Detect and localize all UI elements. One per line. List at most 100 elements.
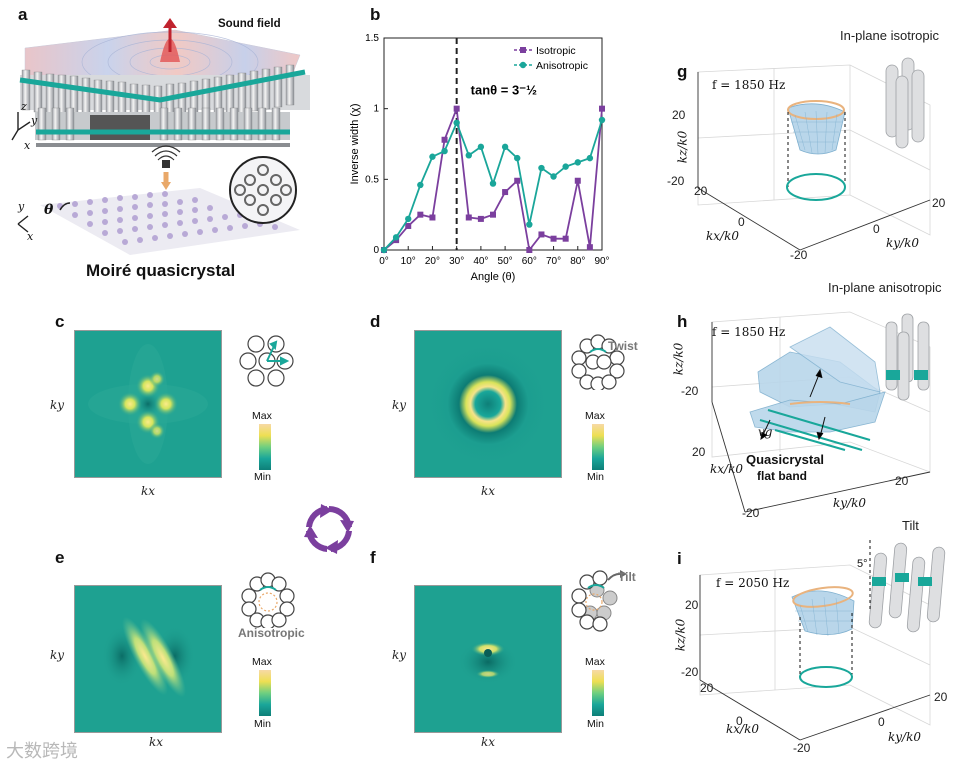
point-isotropic: [526, 247, 532, 253]
point-isotropic: [514, 178, 520, 184]
anisotropic-tag: Anisotropic: [238, 626, 305, 640]
point-anisotropic: [538, 165, 544, 171]
point-isotropic: [490, 212, 496, 218]
cycle-arrows-icon: [300, 500, 358, 558]
i-tick-y-20: 20: [934, 690, 947, 704]
qc-label-line2: flat band: [757, 469, 807, 483]
heatmap-d-ylabel: ky: [392, 398, 406, 412]
panel-f-label: f: [370, 548, 376, 568]
g-tick-z-20: 20: [672, 108, 685, 122]
kz-label-i: kz/k0: [673, 619, 687, 652]
watermark: 大数跨境: [6, 737, 78, 763]
vg-label: vg: [758, 425, 772, 439]
y-tick-label: 0: [373, 245, 379, 256]
colorbar-f-min: Min: [587, 718, 604, 730]
x-tick-label: 70°: [546, 256, 561, 267]
x-tick-label: 40°: [473, 256, 488, 267]
point-isotropic: [551, 236, 557, 242]
g-tick-z-m20: -20: [667, 174, 684, 188]
point-anisotropic: [417, 182, 423, 188]
annotation-text: tanθ = 3⁻½: [471, 83, 537, 98]
ky-label-h: ky/k0: [833, 496, 866, 510]
x-tick-label: 90°: [594, 256, 609, 267]
tilt-degree: 5°: [857, 558, 868, 570]
point-isotropic: [587, 244, 593, 250]
axis-z-label: z: [21, 100, 27, 113]
heatmap-c-ylabel: ky: [50, 398, 64, 412]
axis-x2-label: x: [27, 230, 33, 243]
h-tick-z-m20: -20: [681, 384, 698, 398]
point-isotropic: [417, 212, 423, 218]
heatmap-e: [74, 585, 222, 733]
point-isotropic: [405, 223, 411, 229]
i-tick-x-20: 20: [700, 681, 713, 695]
heatmap-c-xlabel: kx: [141, 484, 155, 498]
kz-label-h: kz/k0: [671, 343, 685, 376]
y-tick-label: 0.5: [365, 174, 379, 185]
freq-g: f = 1850 Hz: [712, 78, 785, 92]
kx-label-g: kx/k0: [706, 229, 739, 243]
legend-label-anisotropic: Anisotropic: [536, 60, 588, 72]
kx-label-h: kx/k0: [710, 462, 743, 476]
heatmap-f-xlabel: kx: [481, 735, 495, 749]
point-anisotropic: [562, 163, 568, 169]
point-anisotropic: [502, 144, 508, 150]
theta-label: θ: [44, 202, 53, 218]
i-tick-x-m20: -20: [793, 741, 810, 755]
point-anisotropic: [575, 159, 581, 165]
colorbar-d-max: Max: [585, 410, 605, 422]
kz-label-g: kz/k0: [675, 131, 689, 164]
heatmap-f: [414, 585, 562, 733]
point-isotropic: [502, 189, 508, 195]
heatmap-d-xlabel: kx: [481, 484, 495, 498]
y-tick-label: 1: [373, 104, 379, 115]
figure-page: { "panels": { "a": {"label": "a", "capti…: [0, 0, 978, 765]
point-anisotropic: [599, 117, 605, 123]
dispersion-plot-i: [640, 535, 978, 765]
point-anisotropic: [381, 247, 387, 253]
h-tick-y-20: 20: [895, 474, 908, 488]
ky-label-i: ky/k0: [888, 730, 921, 744]
point-isotropic: [429, 214, 435, 220]
point-anisotropic: [490, 180, 496, 186]
point-isotropic: [442, 137, 448, 143]
axis-y-label: y: [31, 114, 37, 127]
g-tick-x-0: 0: [738, 215, 745, 229]
heatmap-d: [414, 330, 562, 478]
point-isotropic: [466, 214, 472, 220]
i-tick-z-m20: -20: [681, 665, 698, 679]
colorbar-f: [592, 670, 604, 716]
point-anisotropic: [405, 216, 411, 222]
y-axis-label: Inverse width (χ): [349, 104, 361, 185]
panel-d-label: d: [370, 312, 380, 332]
x-tick-label: 30°: [449, 256, 464, 267]
x-axis-label: Angle (θ): [471, 271, 516, 283]
point-anisotropic: [526, 221, 532, 227]
x-tick-label: 20°: [425, 256, 440, 267]
colorbar-e-min: Min: [254, 718, 271, 730]
series-line-isotropic: [384, 109, 602, 250]
g-tick-y-20: 20: [932, 196, 945, 210]
point-isotropic: [575, 178, 581, 184]
colorbar-c-min: Min: [254, 471, 271, 483]
kx-label-i: kx/k0: [726, 722, 759, 736]
g-tick-y-0: 0: [873, 222, 880, 236]
colorbar-f-max: Max: [585, 656, 605, 668]
legend-marker-anisotropic: [520, 62, 526, 68]
point-anisotropic: [441, 148, 447, 154]
x-tick-label: 60°: [522, 256, 537, 267]
colorbar-c: [259, 424, 271, 470]
freq-h: f = 1850 Hz: [712, 325, 785, 339]
g-tick-x-m20: -20: [790, 248, 807, 262]
point-isotropic: [563, 236, 569, 242]
inverse-width-chart: 0° 10° 20° 30° 40° 50° 60° 70° 80° 90° 0 0.5 1 1.5 Ang…: [330, 20, 620, 290]
point-anisotropic: [393, 234, 399, 240]
i-tick-z-20: 20: [685, 598, 698, 612]
axis-x-label: x: [24, 139, 30, 152]
qc-label-line1: Quasicrystal: [746, 452, 824, 467]
point-isotropic: [538, 231, 544, 237]
y-tick-label: 1.5: [365, 33, 379, 44]
i-tick-y-0: 0: [878, 715, 885, 729]
g-tick-x-20: 20: [694, 184, 707, 198]
legend-label-isotropic: Isotropic: [536, 45, 576, 57]
